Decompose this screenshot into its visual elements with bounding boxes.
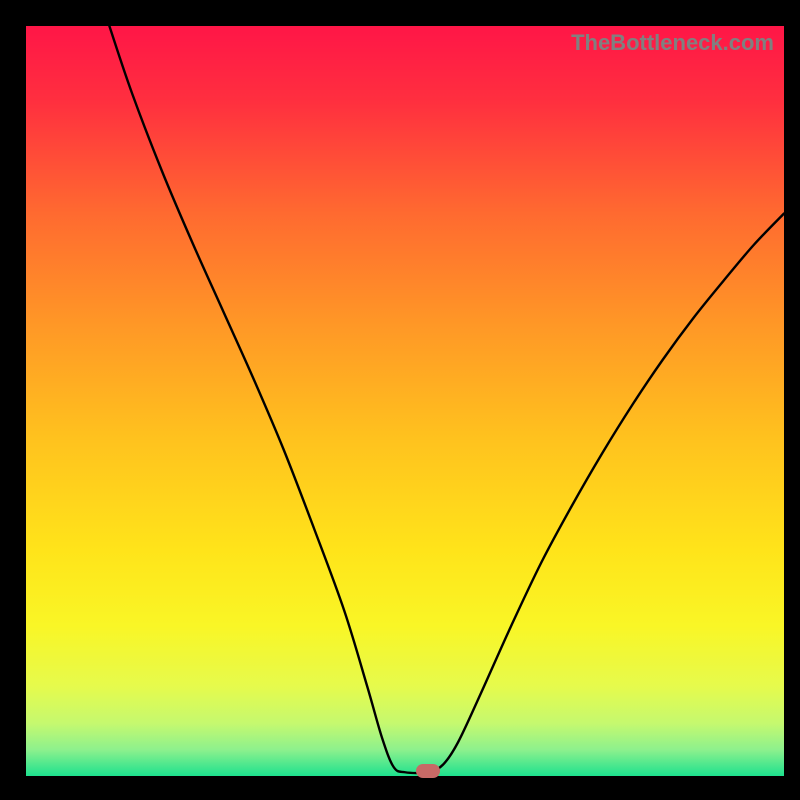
plot-area <box>26 26 784 776</box>
bottleneck-curve <box>26 26 784 776</box>
watermark-text: TheBottleneck.com <box>571 30 774 56</box>
chart-frame: TheBottleneck.com <box>0 0 800 800</box>
optimum-marker <box>416 764 440 778</box>
